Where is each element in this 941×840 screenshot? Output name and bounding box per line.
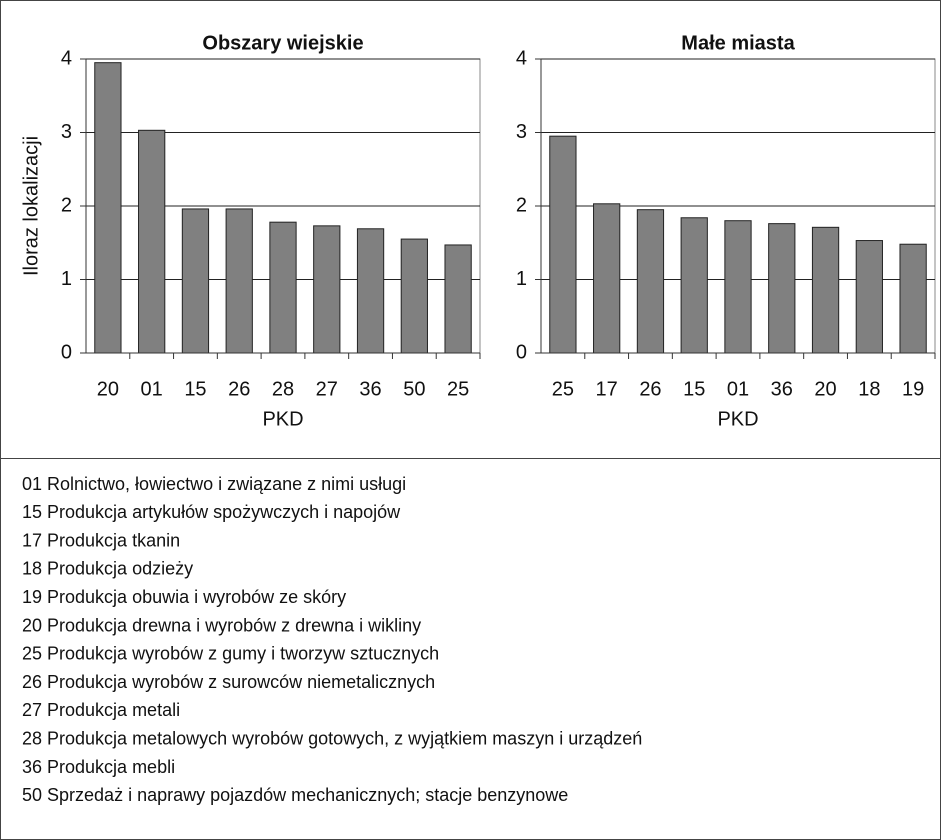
note: 17 Produkcja tkanin (22, 530, 180, 550)
bar (593, 203, 621, 354)
y-tick-label: 4 (516, 47, 527, 69)
x-axis-label: PKD (262, 408, 303, 430)
note: 15 Produkcja artykułów spożywczych i nap… (22, 502, 401, 522)
x-tick-label: 36 (359, 378, 381, 400)
note: 25 Produkcja wyrobów z gumy i tworzyw sz… (22, 644, 439, 664)
x-tick-label: 25 (447, 378, 469, 400)
bar (400, 238, 428, 354)
x-tick-label: 01 (727, 378, 749, 400)
y-tick-label: 1 (61, 268, 72, 290)
bar (680, 217, 708, 354)
bar (549, 135, 577, 354)
note: 28 Produkcja metalowych wyrobów gotowych… (22, 728, 642, 748)
note: 27 Produkcja metali (22, 700, 180, 720)
x-tick-label: 01 (141, 378, 163, 400)
y-tick-label: 3 (61, 121, 72, 143)
y-tick-label: 4 (61, 47, 72, 69)
bar (225, 208, 253, 354)
bar (724, 220, 752, 354)
y-tick-label: 0 (516, 341, 527, 363)
x-tick-label: 15 (184, 378, 206, 400)
note: 20 Produkcja drewna i wyrobów z drewna i… (22, 615, 421, 635)
bar (855, 240, 883, 354)
y-tick-label: 2 (516, 194, 527, 216)
y-tick-label: 0 (61, 341, 72, 363)
x-tick-label: 20 (814, 378, 836, 400)
x-tick-label: 25 (552, 378, 574, 400)
note: 19 Produkcja obuwia i wyrobów ze skóry (22, 587, 346, 607)
x-tick-label: 26 (228, 378, 250, 400)
bar (899, 243, 927, 354)
chart-title: Małe miasta (681, 32, 795, 54)
note: 36 Produkcja mebli (22, 757, 175, 777)
x-tick-label: 17 (596, 378, 618, 400)
y-axis-label: Iloraz lokalizacji (20, 136, 42, 276)
x-tick-label: 15 (683, 378, 705, 400)
x-tick-label: 28 (272, 378, 294, 400)
x-axis-label: PKD (717, 408, 758, 430)
note: 01 Rolnictwo, łowiectwo i związane z nim… (22, 474, 406, 494)
x-tick-label: 50 (403, 378, 425, 400)
bar (356, 228, 385, 354)
bar (138, 129, 166, 354)
note: 50 Sprzedaż i naprawy pojazdów mechanicz… (22, 785, 568, 805)
bar (811, 226, 840, 354)
x-tick-label: 26 (639, 378, 661, 400)
y-tick-label: 2 (61, 194, 72, 216)
chart-title: Obszary wiejskie (202, 32, 363, 54)
bar (181, 208, 210, 354)
bar (768, 223, 796, 354)
x-tick-label: 36 (771, 378, 793, 400)
bar (636, 209, 665, 354)
x-tick-label: 18 (858, 378, 880, 400)
x-tick-label: 20 (97, 378, 119, 400)
bar (94, 62, 122, 354)
bar (313, 225, 341, 354)
y-tick-label: 1 (516, 268, 527, 290)
note: 18 Produkcja odzieży (22, 559, 193, 579)
note: 26 Produkcja wyrobów z surowców niemetal… (22, 672, 435, 692)
bar (444, 244, 472, 354)
y-tick-label: 3 (516, 121, 527, 143)
x-tick-label: 27 (316, 378, 338, 400)
x-tick-label: 19 (902, 378, 924, 400)
bar (269, 221, 297, 354)
